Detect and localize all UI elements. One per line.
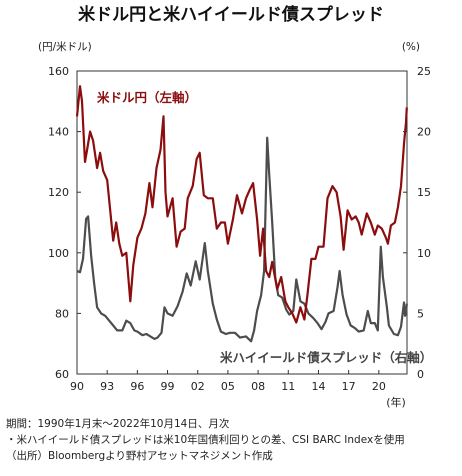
x-tick-label: 05 [221, 380, 235, 393]
left-axis: 60 80 100 120 140 160 [48, 65, 81, 381]
note-definition: ・米ハイイールド債スプレッドは米10年国債利回りとの差、CSI BARC Ind… [6, 434, 405, 446]
x-tick-label: 14 [311, 380, 325, 393]
x-tick-label: 11 [281, 380, 295, 393]
note-period: 期間：1990年1月末～2022年10月14日、月次 [6, 418, 230, 430]
left-tick-label: 60 [55, 368, 69, 381]
left-axis-unit: (円/米ドル) [38, 40, 92, 53]
left-tick-label: 160 [48, 65, 69, 78]
right-tick-label: 0 [417, 368, 424, 381]
x-tick-label: 20 [372, 380, 386, 393]
x-tick-label: 99 [161, 380, 175, 393]
chart: 米ドル円と米ハイイールド債スプレッド (円/米ドル) (%) 608010012… [38, 4, 432, 409]
x-tick-label: 90 [70, 380, 84, 393]
right-axis-unit: (%) [402, 41, 420, 53]
right-tick-label: 15 [417, 186, 431, 199]
series-label-spread: 米ハイイールド債スプレッド（右軸） [219, 350, 432, 365]
right-tick-label: 5 [417, 307, 424, 320]
right-tick-label: 20 [417, 126, 431, 139]
left-tick-label: 120 [48, 186, 69, 199]
left-tick-label: 100 [48, 247, 69, 260]
note-source: （出所）Bloombergより野村アセットマネジメント作成 [6, 450, 273, 462]
right-tick-label: 10 [417, 247, 431, 260]
left-tick-label: 80 [55, 307, 69, 320]
x-axis-unit: (年) [386, 395, 406, 409]
x-axis: 90 93 96 99 02 05 08 11 14 17 20 [70, 370, 386, 393]
right-tick-label: 25 [417, 65, 431, 78]
plot-frame [76, 70, 408, 375]
series-label-usdjpy: 米ドル円（左軸） [96, 90, 197, 105]
x-tick-label: 96 [130, 380, 144, 393]
x-tick-label: 93 [100, 380, 114, 393]
right-axis: 0 5 10 15 20 25 [403, 65, 431, 381]
x-tick-label: 17 [342, 380, 356, 393]
series-line-spread [76, 136, 408, 343]
x-tick-label: 02 [191, 380, 205, 393]
left-tick-label: 140 [48, 126, 69, 139]
chart-title: 米ドル円と米ハイイールド債スプレッド [78, 4, 384, 25]
x-tick-label: 08 [251, 380, 265, 393]
series-line-usdjpy [75, 85, 408, 324]
